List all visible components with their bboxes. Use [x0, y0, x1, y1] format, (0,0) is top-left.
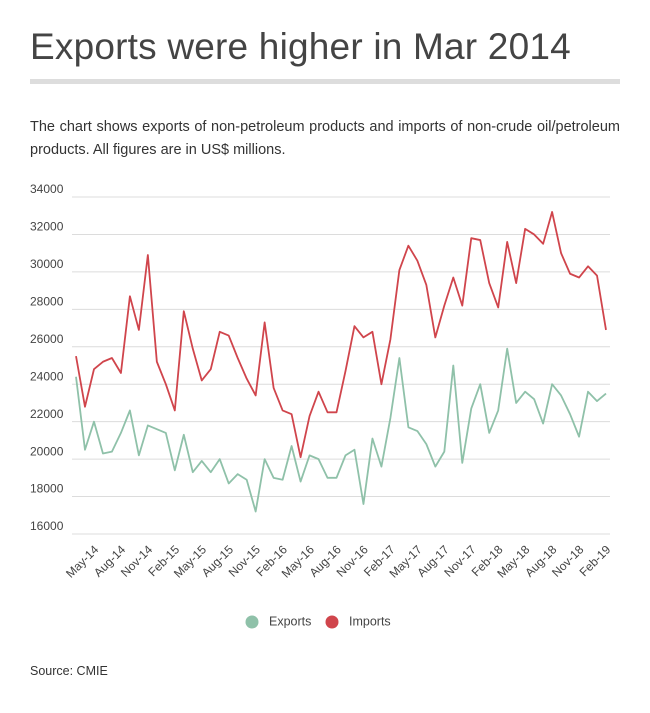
y-tick-label: 28000 [30, 295, 64, 309]
series-line [75, 211, 607, 459]
y-tick-label: 32000 [30, 220, 64, 234]
chart-subtitle: The chart shows exports of non-petroleum… [30, 119, 620, 158]
legend-swatch [245, 615, 259, 629]
legend-swatch [325, 615, 339, 629]
chart-title: Exports were higher in Mar 2014 [30, 26, 571, 67]
source-note: Source: CMIE [30, 664, 108, 678]
y-tick-label: 16000 [30, 519, 64, 533]
legend-label: Exports [269, 614, 311, 628]
series-line [75, 347, 607, 513]
y-tick-label: 34000 [30, 182, 64, 196]
y-tick-label: 22000 [30, 407, 64, 421]
y-tick-label: 18000 [30, 482, 64, 496]
title-rule [30, 79, 620, 84]
y-tick-label: 24000 [30, 369, 64, 383]
x-tick-label: Feb-19 [577, 542, 614, 579]
y-tick-label: 26000 [30, 332, 64, 346]
y-tick-label: 30000 [30, 257, 64, 271]
y-tick-label: 20000 [30, 444, 64, 458]
legend-label: Imports [349, 614, 391, 628]
